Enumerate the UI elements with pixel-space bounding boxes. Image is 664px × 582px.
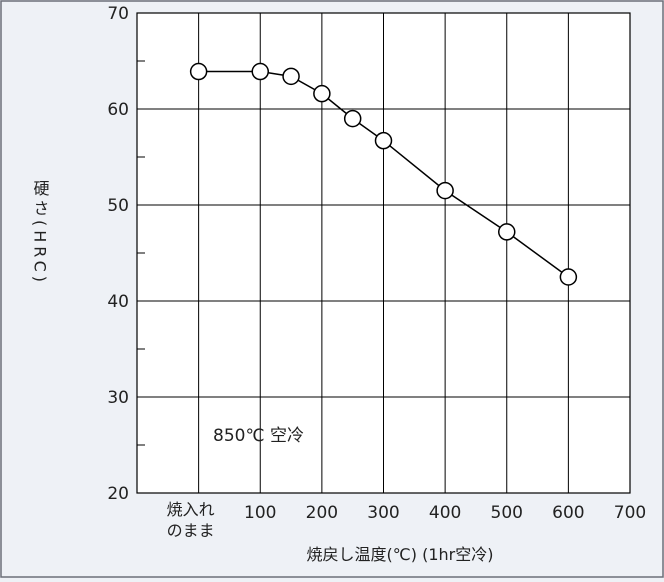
y-tick-label: 40 xyxy=(107,292,129,312)
x-tick-label: 焼入れ xyxy=(167,500,215,519)
data-point xyxy=(374,131,393,150)
data-point xyxy=(251,62,269,81)
y-tick-label: 30 xyxy=(107,388,129,408)
y-tick-label: 50 xyxy=(107,196,129,216)
data-point xyxy=(282,67,300,86)
data-point xyxy=(498,223,516,241)
x-tick-label: のまま xyxy=(167,521,215,540)
x-tick-label: 700 xyxy=(614,503,646,523)
x-tick-label: 400 xyxy=(429,503,461,523)
x-tick-label: 300 xyxy=(367,503,399,523)
data-point xyxy=(189,62,208,81)
y-axis-label: 硬さ(HRC) xyxy=(31,180,50,286)
x-tick-label: 600 xyxy=(552,503,584,523)
series-layer xyxy=(189,62,578,286)
x-axis-label: 焼戻し温度(℃) (1hr空冷) xyxy=(307,545,494,564)
y-tick-label: 20 xyxy=(107,484,129,504)
grid-lines xyxy=(137,13,630,493)
x-tick-label: 500 xyxy=(491,503,523,523)
axis-ticks xyxy=(137,60,145,446)
data-point xyxy=(313,84,331,103)
x-tick-label: 100 xyxy=(244,503,276,523)
y-tick-label: 60 xyxy=(107,100,129,120)
annotation-text: 850℃ 空冷 xyxy=(213,426,304,446)
data-point xyxy=(343,109,362,128)
y-tick-label: 70 xyxy=(107,4,129,24)
data-point xyxy=(436,181,454,200)
data-point xyxy=(559,268,578,286)
x-tick-label: 200 xyxy=(306,503,338,523)
